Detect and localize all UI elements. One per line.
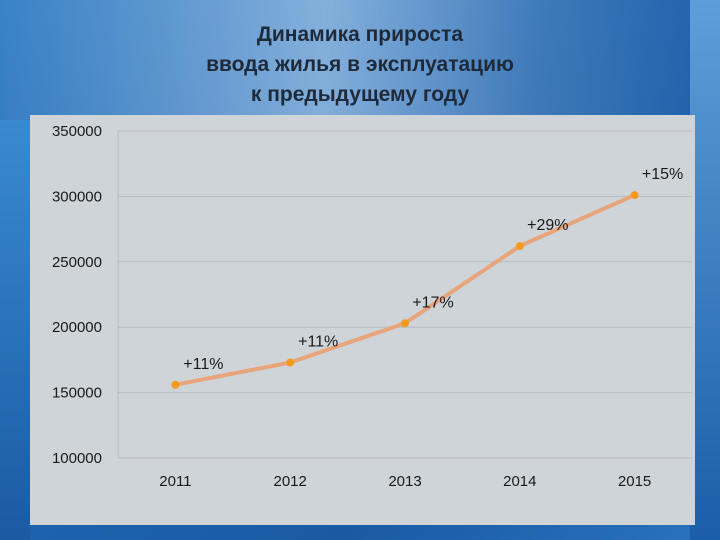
chart-title: Динамика прироста ввода жилья в эксплуат… bbox=[150, 20, 570, 110]
data-label: +11% bbox=[298, 334, 338, 351]
data-point bbox=[401, 319, 409, 328]
x-tick-label: 2015 bbox=[618, 473, 651, 490]
x-tick-label: 2012 bbox=[274, 473, 307, 490]
chart-title-line-3: к предыдущему году bbox=[250, 83, 470, 106]
data-point bbox=[286, 358, 295, 367]
data-point bbox=[171, 380, 180, 389]
chart-title-line-2: ввода жилья в эксплуатацию bbox=[206, 53, 514, 76]
y-tick-label: 250000 bbox=[52, 254, 102, 271]
x-tick-label: 2013 bbox=[388, 473, 421, 490]
data-label: +17% bbox=[412, 294, 453, 311]
y-tick-label: 150000 bbox=[52, 385, 102, 402]
data-label: +15% bbox=[642, 166, 683, 183]
plot-panel bbox=[30, 115, 695, 525]
y-tick-label: 100000 bbox=[52, 450, 102, 467]
data-label: +11% bbox=[183, 356, 223, 373]
x-tick-label: 2014 bbox=[503, 473, 536, 490]
data-point bbox=[630, 191, 639, 200]
y-tick-label: 200000 bbox=[52, 319, 102, 336]
y-tick-label: 350000 bbox=[52, 123, 102, 140]
x-tick-label: 2011 bbox=[159, 473, 191, 490]
chart-title-line-1: Динамика прироста bbox=[256, 23, 464, 46]
background-left-strip bbox=[0, 120, 30, 540]
background-right-strip bbox=[690, 0, 720, 540]
data-label: +29% bbox=[527, 217, 568, 234]
data-point bbox=[515, 242, 524, 251]
background-band bbox=[0, 0, 720, 120]
y-tick-label: 300000 bbox=[52, 188, 102, 205]
